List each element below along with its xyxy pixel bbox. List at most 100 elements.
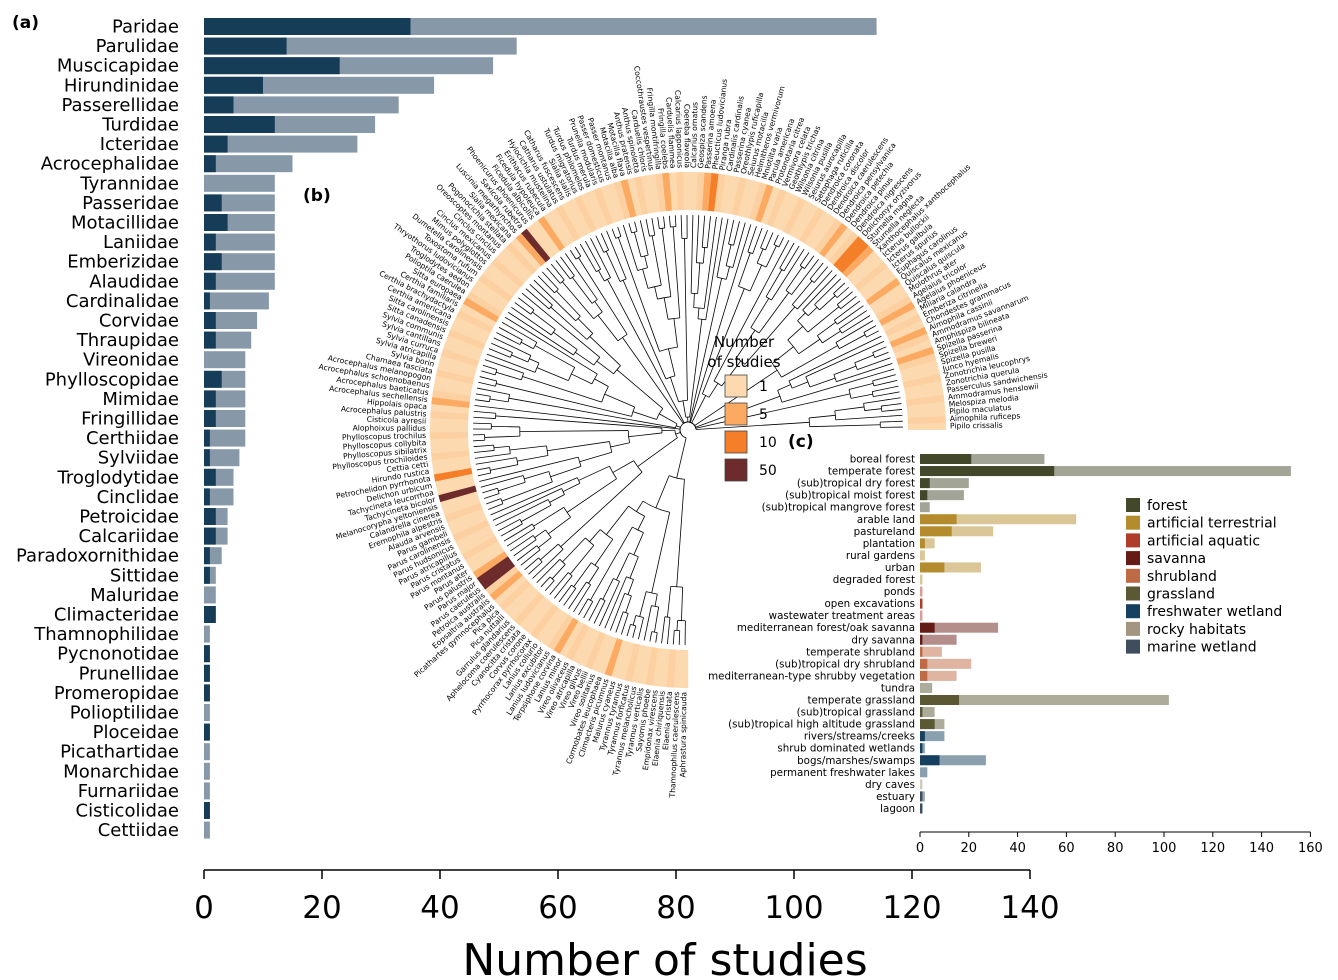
family-label: Turdidae [101,115,179,136]
tree-branch [672,226,681,318]
heatmap-cell [442,342,482,362]
heatmap-cell [495,252,529,284]
tree-branch [569,545,595,575]
tree-branch [695,421,810,430]
tree-arc [601,386,609,403]
heatmap-cell [437,362,476,379]
tree-branch [604,576,627,629]
heatmap-cell [434,376,473,391]
tree-branch [675,425,681,428]
heatmap-cell [440,348,480,367]
tree-branch [474,405,681,430]
x-tick-label: 100 [764,890,823,926]
family-bar-total [204,135,358,153]
heatmap-cell [878,301,916,326]
panel-c-tag: (c) [788,432,814,452]
tree-arc [637,267,648,271]
habitat-bar-subset [920,803,923,814]
tree-branch [779,242,795,269]
tree-branch [498,481,526,492]
tree-branch [622,337,684,424]
tree-branch [510,535,534,552]
tree-arc [651,631,658,633]
heatmap-cell [430,404,470,415]
family-bar-subset [204,449,210,467]
heatmap-cell [431,397,470,409]
x-tick-label: 40 [420,890,459,926]
tree-branch [835,414,903,421]
heatmap-cell [887,320,925,343]
heatmap-cell [430,444,469,454]
tree-branch [697,307,700,319]
family-bar-subset [204,370,222,388]
tree-branch [866,330,879,338]
tree-branch [602,578,614,600]
tree-branch [562,482,581,492]
family-label: Maluridae [90,585,179,606]
family-label: Monarchidae [63,761,179,782]
heatmap-cell [584,631,606,670]
tree-arc [863,332,867,338]
panel-b-tag: (b) [303,186,331,206]
tree-arc [674,430,678,438]
heatmap-cell [755,184,774,223]
tree-arc [617,333,628,342]
tree-arc [519,519,523,525]
heatmap-cell [431,450,470,461]
legend-swatch [724,374,748,398]
heatmap-cell [613,180,631,220]
tree-branch [695,393,851,429]
tree-arc [872,352,876,358]
tree-branch [872,385,899,392]
tree-branch [705,217,723,320]
tree-branch [690,215,694,294]
heatmap-cell [482,268,517,298]
tree-branch [773,234,779,245]
tree-arc [675,423,678,428]
tree-branch [536,367,569,381]
tree-branch [548,516,571,535]
heatmap-cell [476,556,512,585]
heatmap-cell [561,201,586,239]
tree-arc [568,572,573,577]
family-label: Furnariidae [78,781,179,802]
heatmap-cell [524,600,554,635]
tree-branch [625,595,632,613]
tree-branch [689,278,723,423]
tree-arc [787,339,800,355]
c-tick-label: 100 [1152,841,1177,856]
family-label: Mimidae [102,389,179,410]
tree-branch [881,403,902,407]
family-label: Thraupidae [76,330,179,351]
tree-arc [635,615,644,618]
habitat-bar-total [920,670,957,681]
tree-branch [629,556,639,579]
tree-arc [657,296,671,300]
tree-branch [589,336,621,366]
heatmap-cell [833,236,864,269]
tree-branch [833,282,846,294]
family-bar-subset [204,272,216,290]
heatmap-cell [872,289,909,316]
habitat-label: (sub)tropical grassland [797,707,915,719]
tree-branch [497,518,521,532]
heatmap-cell [465,541,502,567]
heatmap-cell [505,242,537,275]
tree-branch [511,306,552,336]
tip-label: Calcarius ornatus [689,102,700,168]
tree-branch [496,383,632,417]
tree-arc [863,403,865,411]
heatmap-cell [433,383,472,397]
tree-arc [697,318,706,321]
heatmap-cell [828,231,859,265]
habitat-bar-subset [920,791,923,802]
family-bar-total [204,96,399,114]
tree-branch [873,391,900,398]
family-bar-total [204,429,246,447]
tree-arc [627,430,631,443]
family-bar-total [204,292,269,310]
tree-branch [473,444,494,448]
heatmap-cell [580,192,602,231]
tree-branch [756,248,764,264]
tree-arc [571,584,577,589]
